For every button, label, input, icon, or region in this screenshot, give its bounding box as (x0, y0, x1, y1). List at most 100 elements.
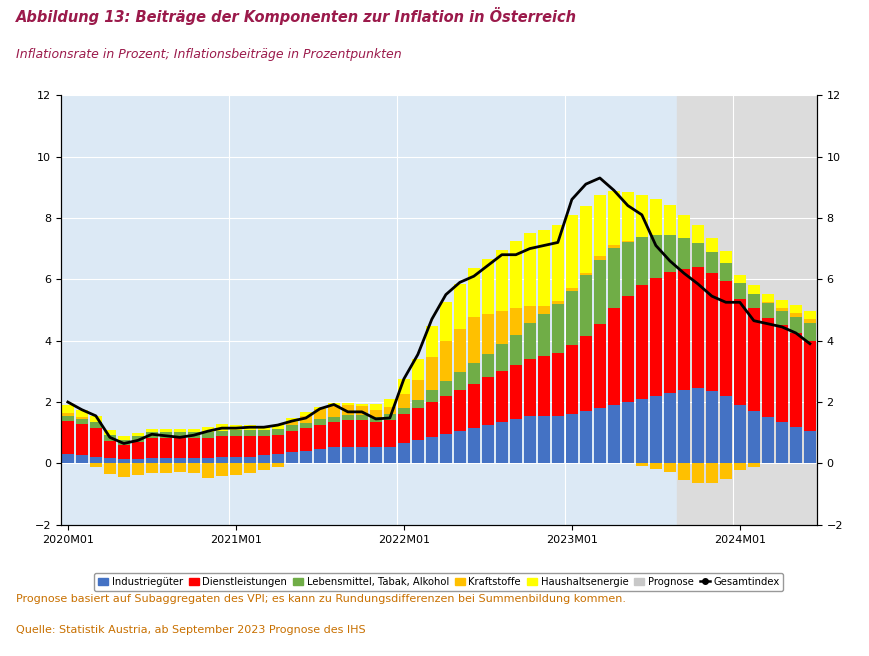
Bar (272, 463, 284, 467)
Bar (440, 396, 452, 434)
Bar (342, 420, 354, 447)
Bar (538, 356, 550, 416)
Bar (622, 296, 634, 402)
Bar (286, 452, 298, 463)
Bar (160, 432, 172, 438)
Bar (692, 463, 704, 483)
Bar (790, 317, 802, 333)
Bar (132, 433, 143, 436)
Bar (370, 410, 381, 417)
Bar (510, 365, 521, 419)
Bar (538, 230, 550, 306)
Bar (776, 325, 788, 422)
Bar (677, 95, 817, 525)
Text: Inflationsrate in Prozent; Inflationsbeiträge in Prozentpunkten: Inflationsrate in Prozent; Inflationsbei… (16, 47, 401, 60)
Bar (160, 438, 172, 458)
Bar (258, 455, 269, 463)
Bar (496, 310, 507, 344)
Bar (328, 447, 340, 463)
Bar (398, 379, 410, 394)
Legend: Industriegüter, Dienstleistungen, Lebensmittel, Tabak, Alkohol, Kraftstoffe, Hau: Industriegüter, Dienstleistungen, Lebens… (94, 573, 784, 591)
Bar (468, 384, 480, 428)
Bar (608, 245, 620, 248)
Bar (468, 317, 480, 363)
Bar (300, 413, 312, 416)
Bar (286, 422, 298, 425)
Bar (468, 428, 480, 463)
Bar (566, 288, 578, 291)
Bar (104, 436, 116, 441)
Bar (734, 463, 746, 470)
Bar (356, 447, 368, 463)
Bar (174, 432, 186, 438)
Bar (664, 393, 676, 463)
Bar (272, 429, 284, 434)
Bar (412, 359, 424, 380)
Bar (398, 394, 410, 407)
Bar (356, 406, 368, 415)
Bar (76, 455, 88, 463)
Bar (244, 430, 255, 436)
Bar (412, 400, 424, 408)
Bar (104, 458, 116, 463)
Bar (482, 425, 494, 463)
Bar (258, 436, 269, 455)
Bar (314, 409, 326, 419)
Bar (678, 390, 690, 463)
Bar (748, 463, 760, 467)
Bar (286, 425, 298, 431)
Bar (230, 424, 242, 430)
Bar (608, 308, 620, 405)
Bar (328, 422, 340, 447)
Bar (244, 463, 255, 473)
Bar (230, 430, 242, 436)
Bar (118, 440, 129, 445)
Bar (230, 457, 242, 463)
Bar (524, 416, 536, 463)
Bar (90, 422, 102, 428)
Bar (76, 410, 88, 417)
Bar (552, 300, 564, 304)
Bar (104, 463, 116, 474)
Bar (496, 250, 507, 310)
Bar (580, 336, 592, 411)
Bar (426, 438, 438, 463)
Bar (412, 440, 424, 463)
Bar (552, 353, 564, 416)
Bar (188, 463, 200, 473)
Bar (314, 419, 326, 424)
Bar (202, 427, 214, 432)
Bar (272, 434, 284, 453)
Bar (286, 431, 298, 452)
Bar (356, 420, 368, 447)
Bar (62, 421, 74, 453)
Bar (76, 417, 88, 419)
Bar (272, 425, 284, 429)
Bar (132, 459, 143, 463)
Bar (104, 441, 116, 458)
Bar (90, 428, 102, 457)
Bar (510, 241, 521, 308)
Bar (132, 436, 143, 442)
Bar (580, 276, 592, 336)
Bar (524, 359, 536, 416)
Bar (790, 426, 802, 463)
Bar (258, 430, 269, 436)
Text: Prognose basiert auf Subaggregaten des VPI; es kann zu Rundungsdifferenzen bei S: Prognose basiert auf Subaggregaten des V… (16, 594, 626, 604)
Bar (510, 335, 521, 365)
Bar (300, 416, 312, 423)
Bar (216, 436, 228, 457)
Bar (748, 285, 760, 294)
Bar (678, 268, 690, 390)
Bar (706, 391, 718, 463)
Bar (552, 224, 564, 300)
Bar (146, 438, 158, 458)
Bar (692, 388, 704, 463)
Bar (636, 285, 647, 399)
Bar (748, 308, 760, 411)
Bar (720, 263, 732, 281)
Bar (762, 294, 773, 302)
Bar (342, 415, 354, 420)
Bar (300, 428, 312, 451)
Bar (804, 323, 816, 340)
